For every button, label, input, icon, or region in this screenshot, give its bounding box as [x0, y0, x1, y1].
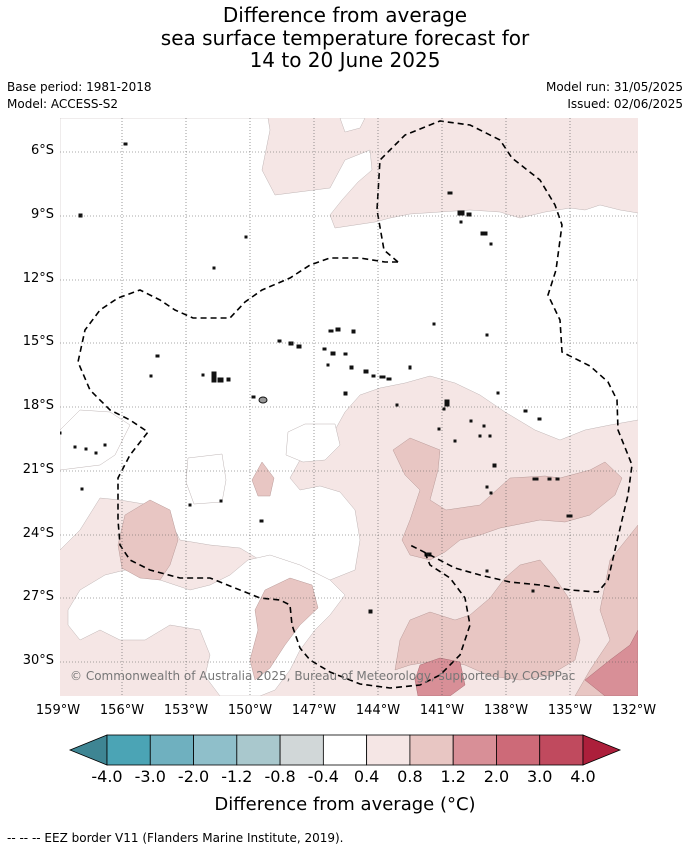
colorbar-tick-label: 1.2	[440, 767, 466, 786]
colorbar-bin	[452, 734, 497, 766]
longitude-label: 144°W	[355, 703, 401, 718]
latitude-label: 12°S	[22, 271, 54, 286]
longitude-label: 135°W	[547, 703, 593, 718]
colorbar-extend-low	[68, 734, 108, 766]
title-line-3: 14 to 20 June 2025	[249, 48, 441, 72]
colorbar-bin	[539, 734, 584, 766]
colorbar-bin	[149, 734, 194, 766]
longitude-label: 159°W	[35, 703, 81, 718]
map-area	[60, 118, 638, 696]
colorbar-bin	[409, 734, 454, 766]
colorbar-tick-label: -4.0	[91, 767, 123, 786]
anomaly-12-20-southeast	[584, 629, 638, 696]
latitude-label: 6°S	[30, 143, 54, 158]
neutral-patch-a	[185, 453, 227, 505]
latitude-label: 24°S	[22, 526, 54, 541]
colorbar-tick-label: 4.0	[570, 767, 596, 786]
colorbar-bin	[496, 734, 541, 766]
neutral-patch-ne	[339, 118, 366, 133]
colorbar-tick-label: -1.2	[221, 767, 253, 786]
colorbar-extend-high	[582, 734, 622, 766]
colorbar-bin	[322, 734, 368, 766]
eez-legend-note: -- -- -- EEZ border V11 (Flanders Marine…	[7, 831, 344, 845]
anomaly-08-12-central	[249, 577, 319, 681]
graticule	[60, 118, 638, 696]
map-title: Difference from average sea surface temp…	[0, 4, 690, 72]
colorbar-tick-label: -2.0	[177, 767, 210, 786]
colorbar-bin	[279, 734, 324, 766]
latitude-label: 30°S	[22, 653, 54, 668]
colorbar-bin	[366, 734, 411, 766]
islands	[60, 142, 573, 614]
anomaly-08-12-east	[392, 437, 623, 561]
neutral-patch-b	[285, 423, 341, 463]
longitude-label: 141°W	[419, 703, 465, 718]
colorbar-title: Difference from average (°C)	[214, 794, 476, 815]
model-run: Model run: 31/05/2025	[545, 80, 683, 94]
colorbar-tick-label: 3.0	[526, 767, 553, 786]
colorbar	[68, 734, 622, 766]
title-line-1: Difference from average	[222, 3, 468, 27]
issued-date: Issued: 02/06/2025	[567, 97, 683, 111]
longitude-label: 138°W	[483, 703, 529, 718]
colorbar-tick-label: 0.8	[397, 767, 423, 786]
colorbar-bin	[106, 734, 151, 766]
latitude-label: 18°S	[22, 398, 54, 413]
longitude-label: 153°W	[163, 703, 209, 718]
latitude-label: 21°S	[22, 462, 54, 477]
longitude-label: 150°W	[227, 703, 273, 718]
eez-borders	[77, 120, 633, 689]
latitude-label: 27°S	[22, 589, 54, 604]
colorbar-bin	[193, 734, 238, 766]
colorbar-tick-label: 2.0	[483, 767, 510, 786]
longitude-label: 147°W	[291, 703, 337, 718]
colorbar-tick-label: -0.8	[264, 767, 296, 786]
copyright-credit: © Commonwealth of Australia 2025, Bureau…	[70, 669, 576, 683]
title-line-2: sea surface temperature forecast for	[160, 25, 530, 50]
anomaly-08-12-small	[251, 461, 275, 497]
colorbar-tick-label: 0.4	[353, 767, 380, 786]
latitude-label: 15°S	[22, 334, 54, 349]
model-name: Model: ACCESS-S2	[7, 97, 119, 111]
colorbar-bin	[236, 734, 281, 766]
colorbar-tick-label: -0.4	[307, 767, 339, 786]
base-period: Base period: 1981-2018	[7, 80, 152, 94]
colorbar-tick-label: -3.0	[134, 767, 166, 786]
anomaly-12-20-south	[414, 657, 466, 696]
latitude-label: 9°S	[30, 207, 54, 222]
longitude-label: 132°W	[611, 703, 657, 718]
longitude-label: 156°W	[99, 703, 145, 718]
anomaly-08-12-west	[117, 499, 179, 581]
neutral-patch-c	[60, 409, 131, 471]
